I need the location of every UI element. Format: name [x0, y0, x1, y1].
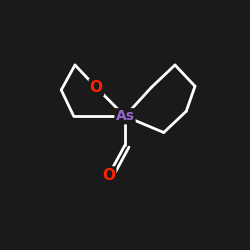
Text: O: O	[102, 168, 115, 182]
Text: O: O	[90, 80, 103, 95]
Text: As: As	[116, 109, 134, 123]
